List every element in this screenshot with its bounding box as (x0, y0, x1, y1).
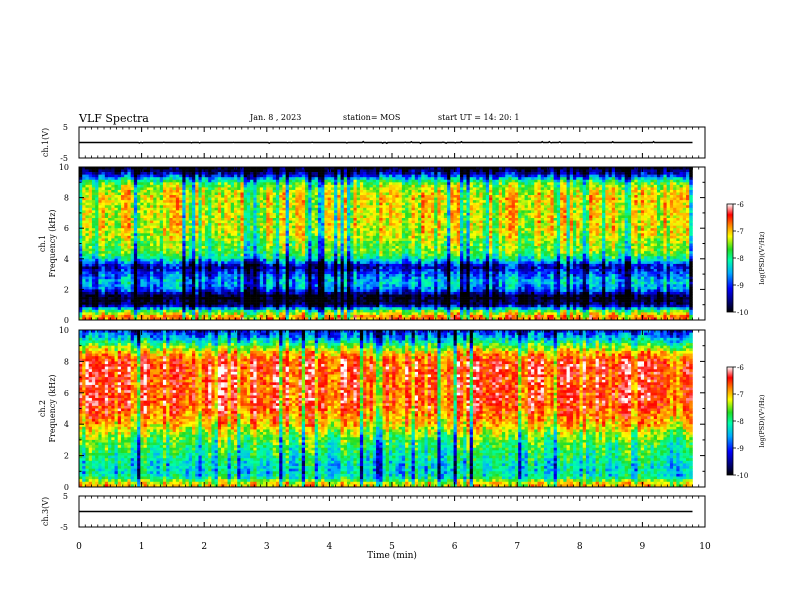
y-tick-label: 10 (59, 326, 69, 335)
spectrogram-cells (79, 167, 693, 320)
y-tick-label: 4 (64, 255, 69, 264)
y-axis-label: Frequency (kHz) (48, 374, 57, 442)
y-tick-label: 4 (64, 420, 69, 429)
y-tick-label: -5 (60, 154, 68, 163)
colorbar-tick-label: -6 (737, 364, 744, 372)
colorbar-tick-label: -8 (737, 418, 744, 426)
colorbar (727, 204, 733, 312)
y-tick-label: 5 (63, 123, 68, 132)
x-axis-label: Time (min) (367, 550, 417, 561)
x-tick-label: 4 (327, 542, 333, 552)
x-tick-label: 2 (201, 542, 207, 552)
spectrogram-cells (79, 330, 693, 487)
y-tick-label: 8 (64, 357, 69, 366)
y-tick-label: 0 (64, 483, 69, 492)
y-axis-label: ch.1(V) (41, 128, 50, 157)
x-tick-label: 10 (699, 542, 711, 552)
y-tick-label: 8 (64, 194, 69, 203)
colorbar-tick-label: -9 (737, 445, 744, 453)
x-tick-label: 1 (139, 542, 145, 552)
y-axis-label: ch.3(V) (41, 497, 50, 526)
colorbar-tick-label: -10 (737, 472, 748, 480)
y-tick-label: 2 (64, 452, 69, 461)
colorbar-tick-label: -7 (737, 228, 744, 236)
x-tick-label: 8 (577, 542, 583, 552)
x-tick-label: 0 (76, 542, 82, 552)
x-tick-label: 9 (640, 542, 646, 552)
colorbar-tick-label: -6 (737, 201, 744, 209)
x-tick-label: 6 (452, 542, 458, 552)
y-tick-label: 5 (63, 492, 68, 501)
colorbar-label: log(PSD)(V²/Hz) (758, 231, 766, 284)
y-tick-label: 0 (64, 316, 69, 325)
colorbar-tick-label: -10 (737, 309, 748, 317)
colorbar-tick-label: -7 (737, 391, 744, 399)
colorbar (727, 367, 733, 475)
y-axis-label: ch.2 (38, 400, 47, 417)
y-tick-label: 6 (64, 224, 69, 233)
y-tick-label: -5 (60, 523, 68, 532)
y-tick-label: 10 (59, 163, 69, 172)
y-tick-label: 2 (64, 285, 69, 294)
x-tick-label: 3 (264, 542, 270, 552)
colorbar-tick-label: -8 (737, 255, 744, 263)
colorbar-tick-label: -9 (737, 282, 744, 290)
x-tick-label: 7 (514, 542, 520, 552)
y-tick-label: 6 (64, 389, 69, 398)
waveform-trace (79, 142, 693, 144)
vlf-figure: 5-5ch.1(V)0246810ch.1 Frequency (kHz)-6-7… (0, 0, 792, 612)
colorbar-label: log(PSD)(V²/Hz) (758, 394, 766, 447)
y-axis-label: Frequency (kHz) (48, 209, 57, 277)
y-axis-label: ch.1 (38, 235, 47, 252)
